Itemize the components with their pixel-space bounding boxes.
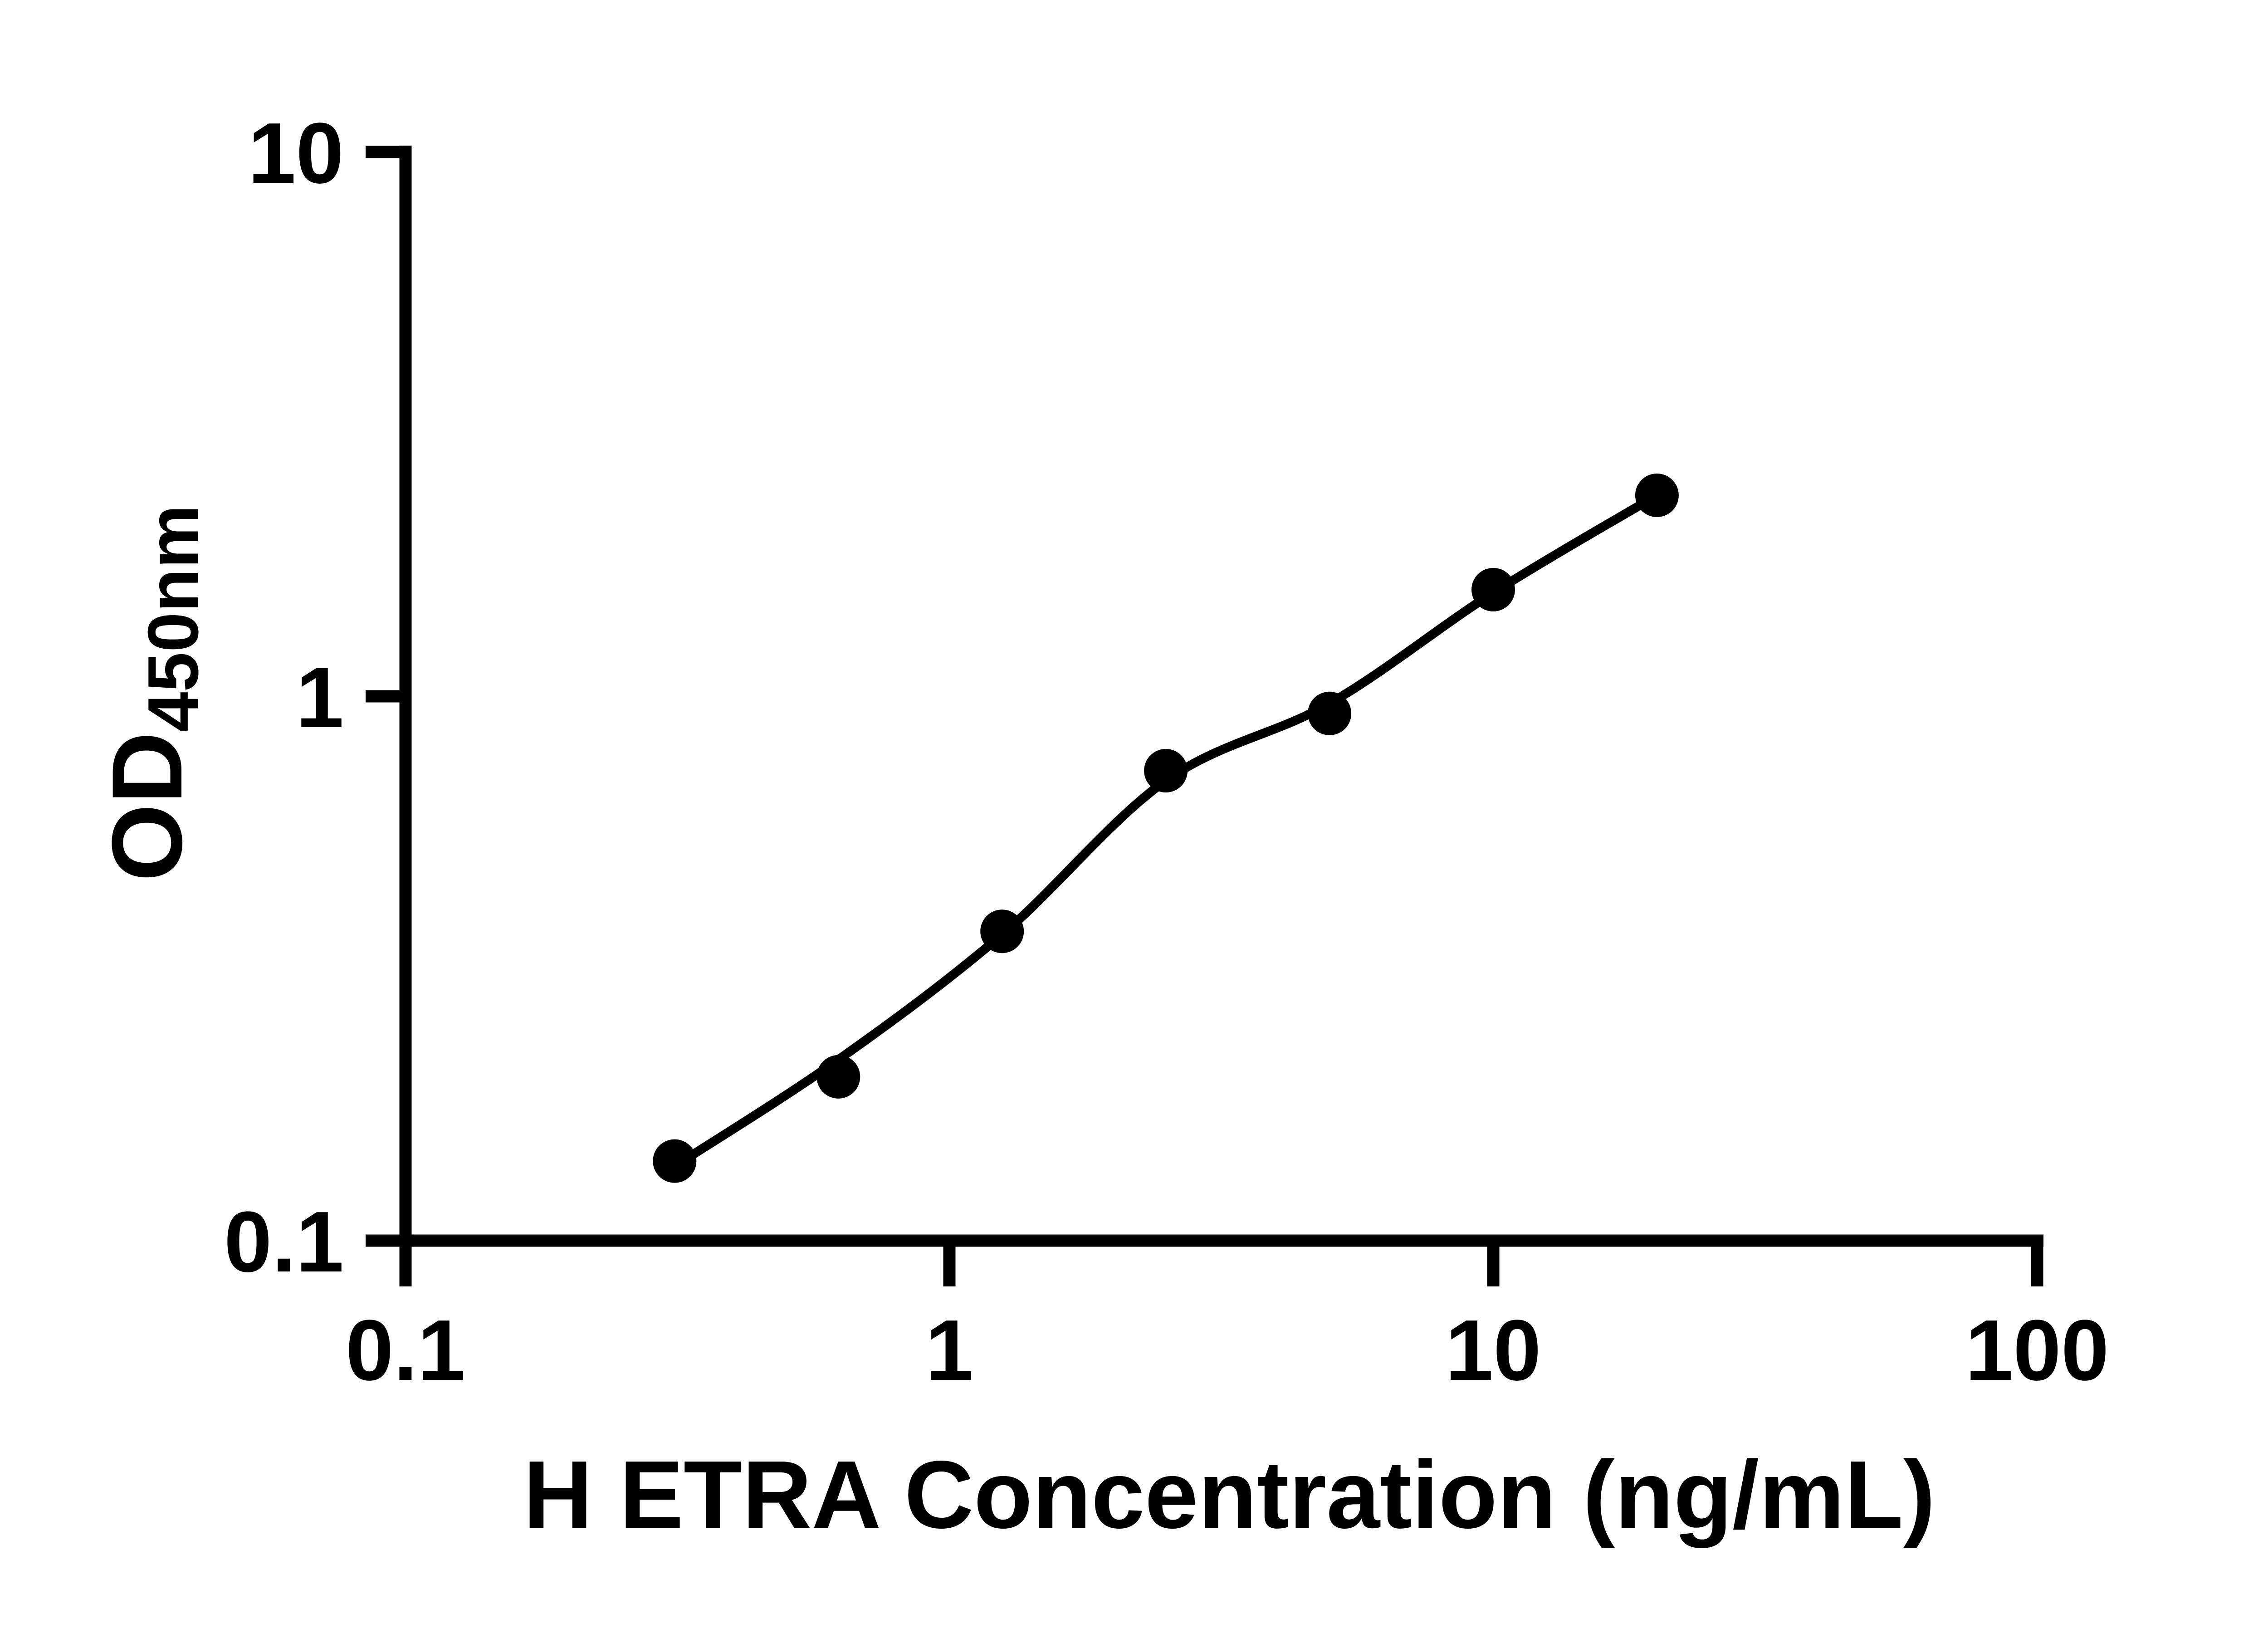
data-point <box>1635 473 1679 517</box>
y-axis-title-main: OD <box>91 732 203 881</box>
x-axis-ticks: 0.1 1 10 100 <box>346 1241 2109 1398</box>
x-tick-label: 100 <box>1965 1302 2109 1398</box>
data-point <box>1144 749 1188 792</box>
x-tick-label: 0.1 <box>346 1302 465 1398</box>
data-point <box>980 909 1024 953</box>
x-tick-label: 1 <box>925 1302 973 1398</box>
y-tick-label: 10 <box>248 105 344 201</box>
data-point <box>1471 567 1515 611</box>
data-point <box>653 1139 697 1183</box>
y-axis-title-subscript: 450nm <box>133 505 213 732</box>
x-axis-title: H ETRA Concentration (ng/mL) <box>523 1441 1935 1548</box>
y-tick-label: 0.1 <box>224 1194 344 1290</box>
data-point <box>816 1055 860 1099</box>
y-axis-title: OD450nm <box>91 505 213 882</box>
data-points <box>653 473 1679 1183</box>
y-tick-label: 1 <box>296 650 344 746</box>
y-axis-ticks: 0.1 1 10 <box>224 105 406 1290</box>
x-tick-label: 10 <box>1445 1302 1541 1398</box>
data-point <box>1308 691 1352 735</box>
